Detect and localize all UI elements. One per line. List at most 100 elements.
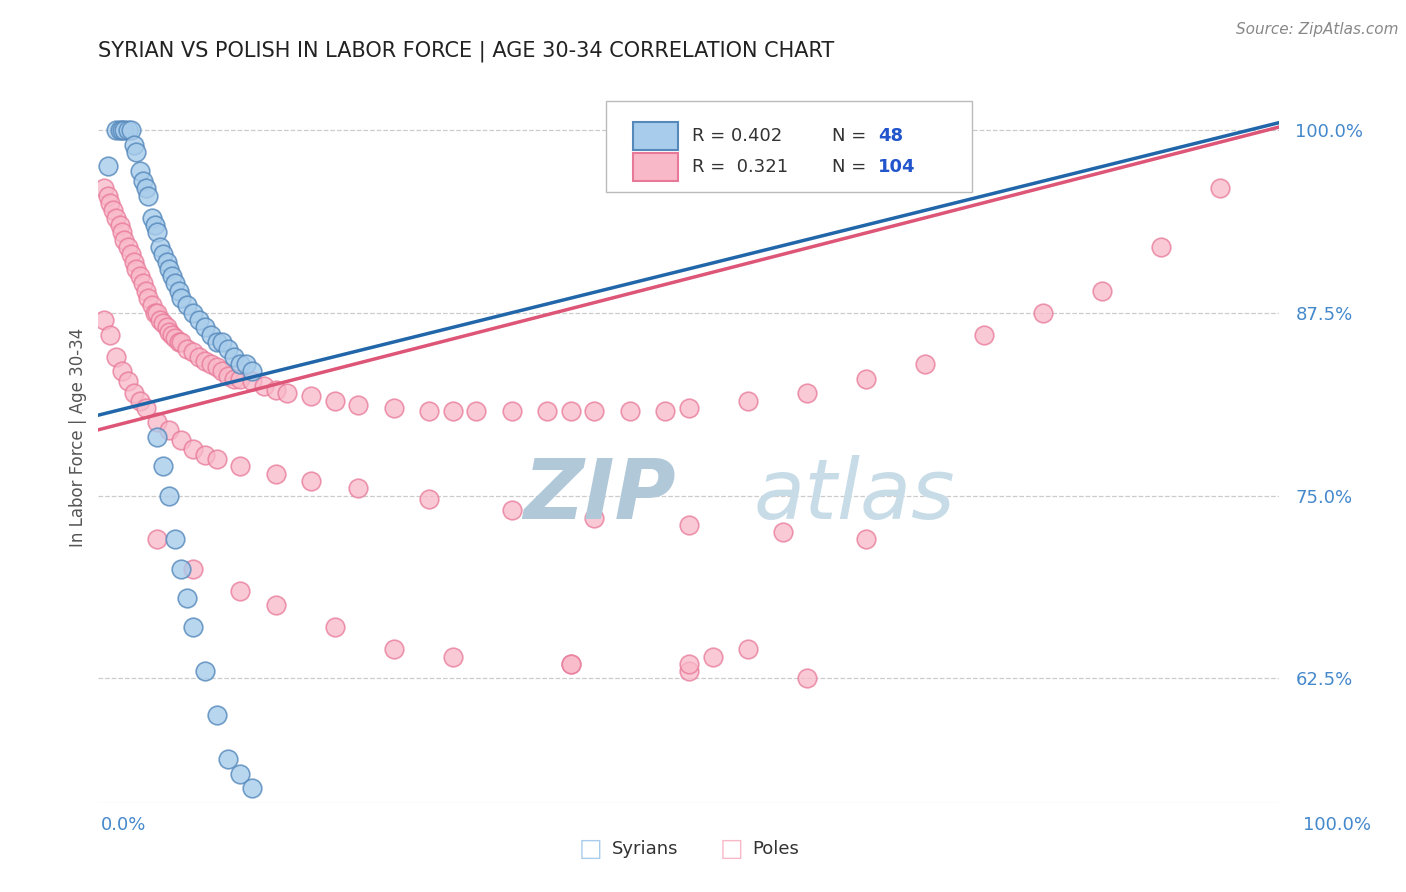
Text: 0.0%: 0.0% (101, 816, 146, 834)
Point (176, 591, 198, 605)
Point (176, 343, 198, 357)
Text: R = 0.402: R = 0.402 (693, 127, 783, 145)
Point (205, 334, 228, 349)
Point (855, 371, 877, 385)
Point (98, 196, 121, 211)
Point (170, 433, 193, 447)
Point (240, 364, 263, 378)
Point (149, 240, 172, 254)
Point (205, 359, 228, 374)
Point (796, 672, 818, 686)
Point (240, 781, 263, 796)
Point (229, 371, 252, 385)
Point (217, 368, 239, 383)
Point (264, 467, 287, 481)
Point (97, 188, 120, 202)
Point (323, 620, 346, 634)
Point (122, 137, 145, 152)
Point (772, 525, 794, 540)
Text: 48: 48 (877, 127, 903, 145)
Point (146, 430, 169, 444)
Point (160, 327, 183, 342)
Point (194, 664, 217, 678)
Point (132, 277, 155, 291)
Point (128, 393, 150, 408)
Point (583, 403, 606, 417)
Point (132, 174, 155, 188)
Point (194, 354, 217, 368)
Point (501, 403, 523, 417)
Point (211, 334, 233, 349)
Point (165, 330, 187, 344)
Point (117, 375, 139, 389)
Point (165, 277, 187, 291)
Point (152, 459, 174, 474)
Point (501, 503, 523, 517)
Point (141, 211, 163, 225)
Point (136, 188, 159, 202)
Point (125, 145, 148, 159)
Point (240, 375, 263, 389)
Point (122, 254, 145, 268)
Point (224, 371, 246, 385)
Point (441, 403, 464, 417)
Point (654, 403, 676, 417)
Point (253, 379, 276, 393)
Text: N =: N = (832, 158, 866, 177)
Point (105, 350, 128, 364)
Point (914, 357, 936, 371)
Point (170, 291, 193, 305)
Point (108, 218, 131, 232)
Point (224, 350, 246, 364)
Point (619, 403, 641, 417)
Point (176, 298, 198, 312)
Point (105, 211, 128, 225)
Point (112, 123, 135, 137)
Point (181, 345, 204, 359)
Point (229, 583, 252, 598)
Point (146, 533, 169, 547)
Point (560, 403, 582, 417)
Point (152, 247, 174, 261)
Point (149, 313, 172, 327)
Point (536, 403, 558, 417)
Text: N =: N = (832, 127, 866, 145)
FancyBboxPatch shape (606, 101, 973, 192)
Point (187, 350, 209, 364)
Point (737, 642, 759, 657)
Point (217, 752, 239, 766)
Point (121, 247, 143, 261)
Point (108, 123, 131, 137)
Point (93, 313, 115, 327)
Point (167, 334, 190, 349)
Text: Syrians: Syrians (612, 840, 678, 858)
Point (200, 357, 222, 371)
Point (156, 254, 179, 268)
Point (143, 218, 166, 232)
Text: 100.0%: 100.0% (1303, 816, 1371, 834)
Point (93, 181, 115, 195)
Point (117, 123, 139, 137)
Point (441, 649, 464, 664)
Text: □: □ (720, 838, 742, 861)
Point (200, 327, 222, 342)
Point (678, 664, 700, 678)
Point (973, 327, 995, 342)
Point (136, 291, 159, 305)
Text: Poles: Poles (752, 840, 799, 858)
Point (235, 357, 257, 371)
Point (157, 261, 180, 276)
Point (205, 708, 228, 723)
Point (229, 357, 252, 371)
Point (135, 284, 157, 298)
Bar (634, 122, 678, 150)
Point (111, 123, 134, 137)
Point (323, 393, 346, 408)
Point (125, 261, 148, 276)
Point (111, 225, 134, 239)
Point (194, 320, 217, 334)
Point (382, 401, 405, 415)
Point (98, 327, 121, 342)
Point (105, 123, 128, 137)
Point (737, 393, 759, 408)
